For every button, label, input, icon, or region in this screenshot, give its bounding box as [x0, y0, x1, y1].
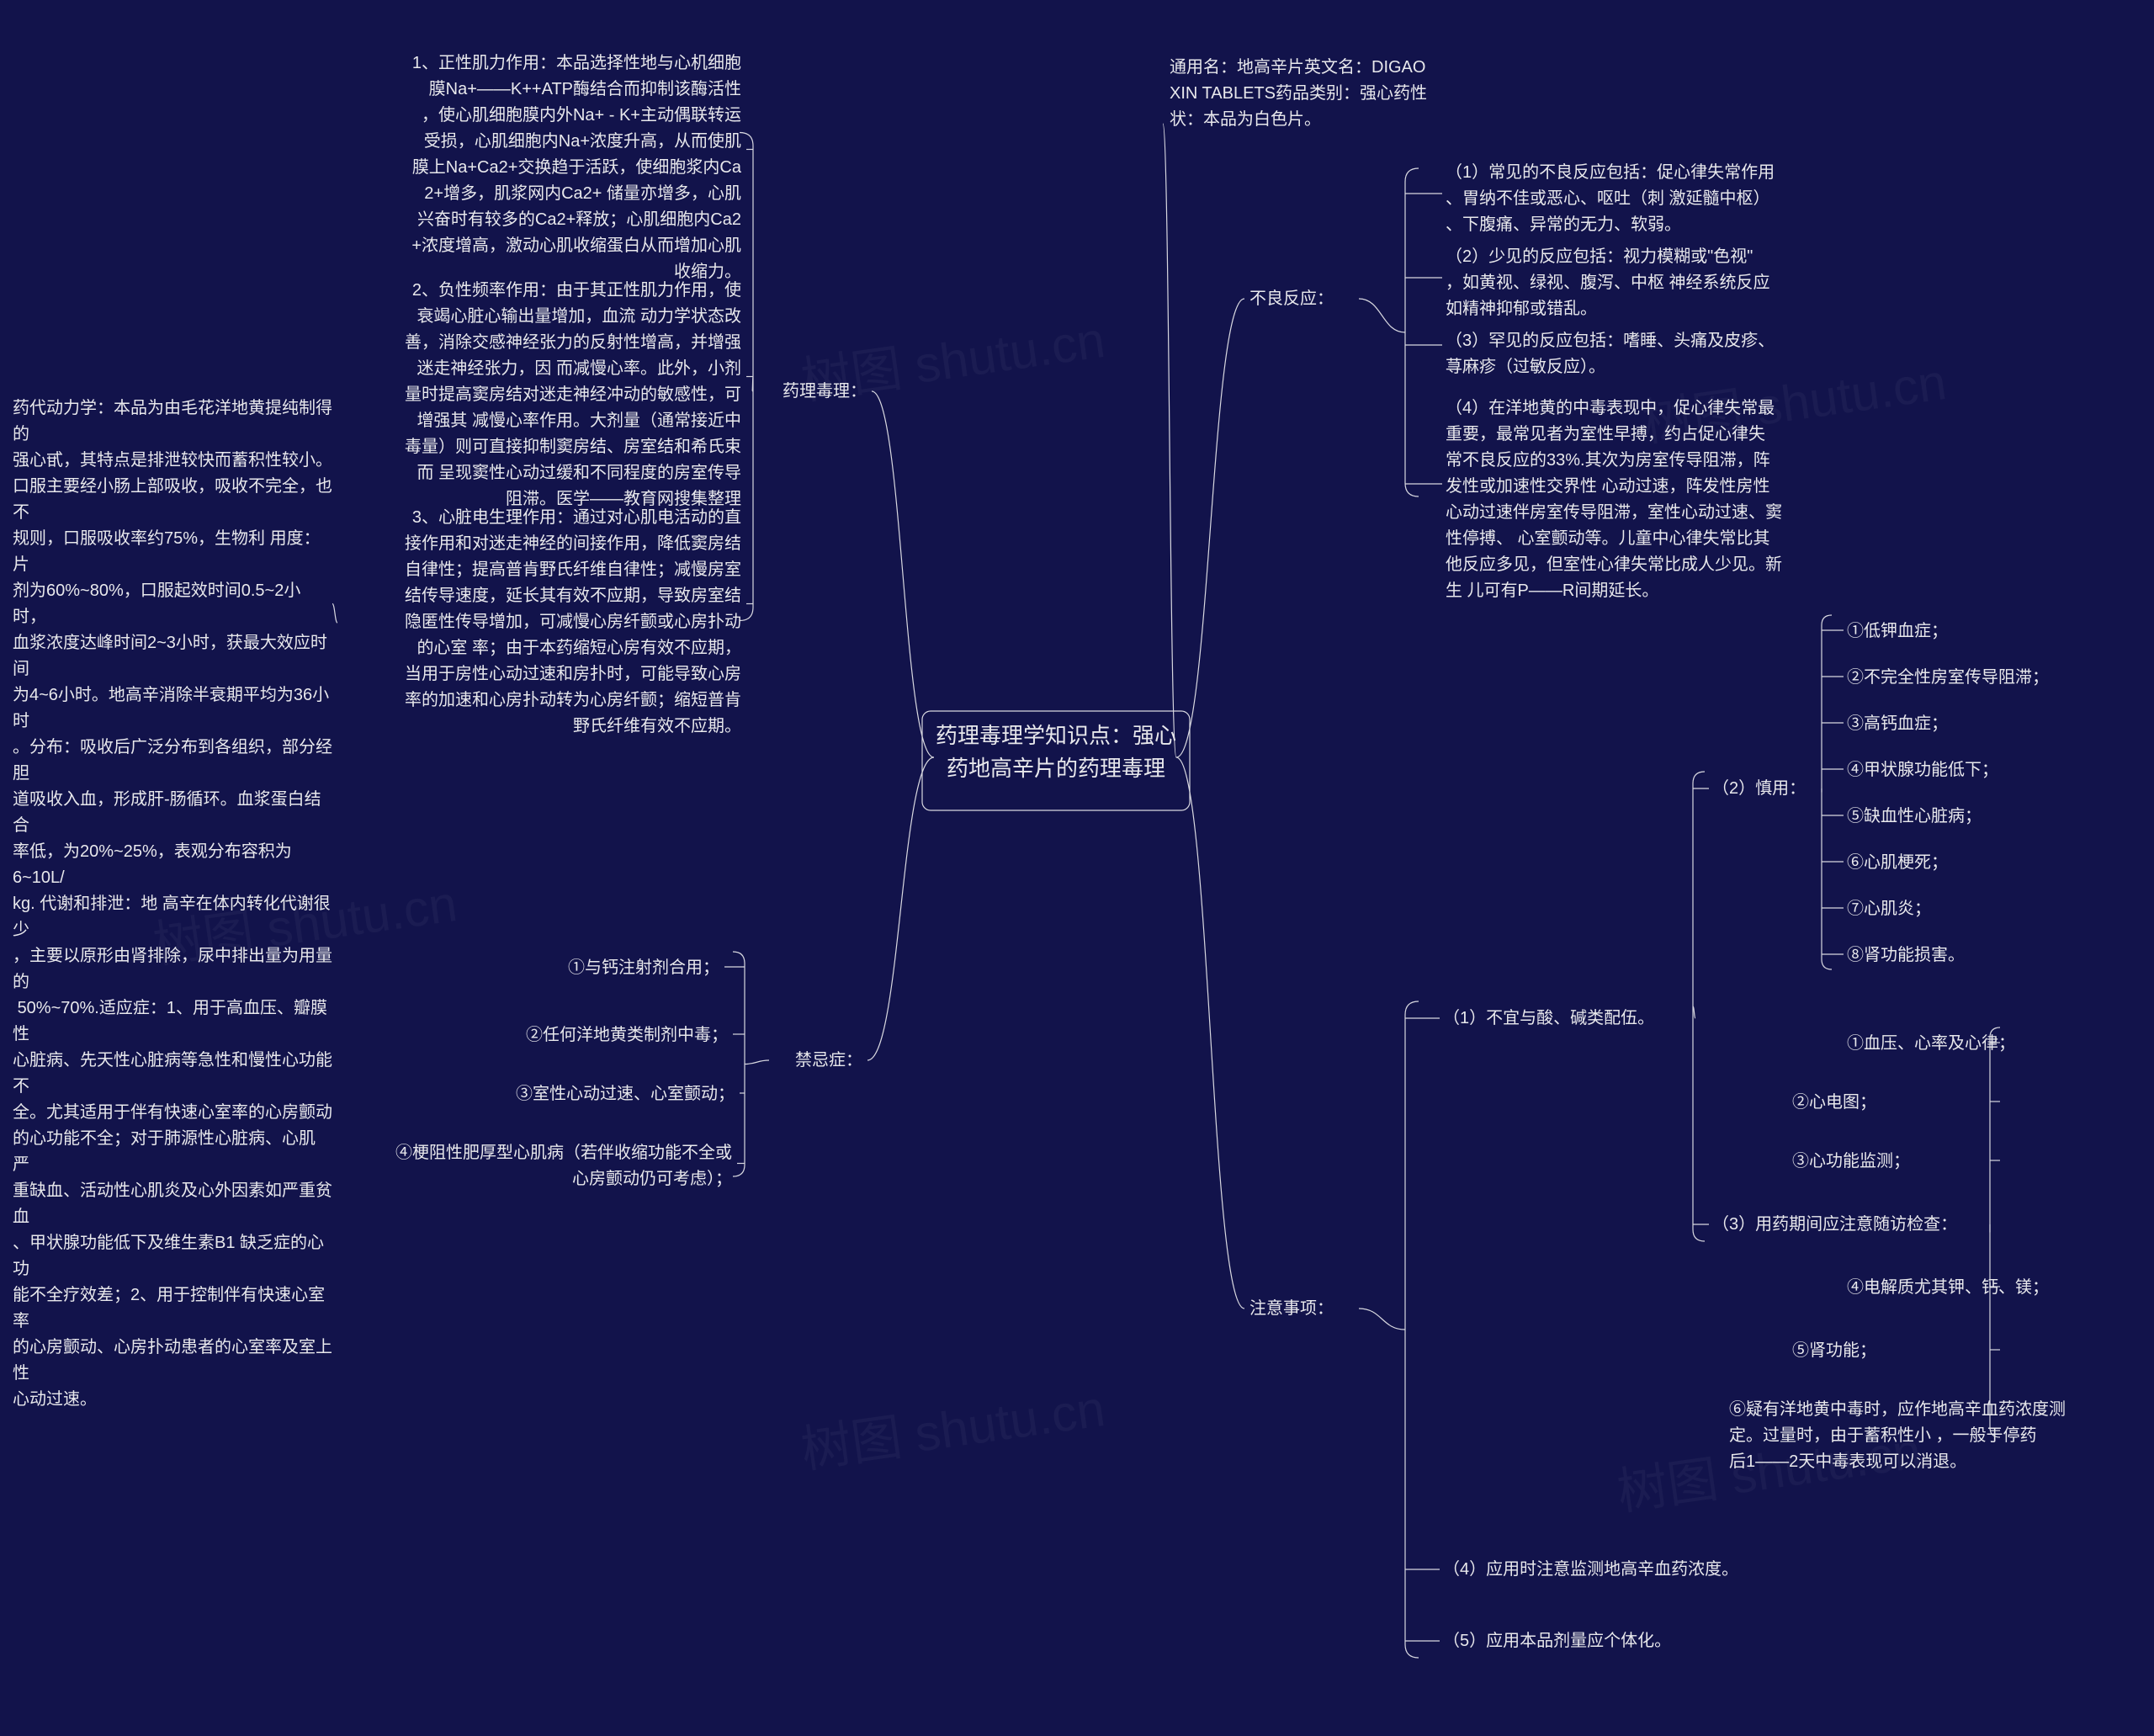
node-ct2: ②任何洋地黄类制剂中毒； [475, 1022, 728, 1049]
node-m5: ⑤肾功能； [1792, 1338, 1918, 1364]
node-root: 药理毒理学知识点：强心 药地高辛片的药理毒理 [934, 719, 1178, 785]
connector [1822, 959, 1832, 969]
node-pk: 药代动力学：本品为由毛花洋地黄提纯制得的 强心甙，其特点是排泄较快而蓄积性较小。… [13, 396, 332, 1413]
connector [1405, 483, 1419, 496]
connector [867, 757, 934, 1060]
node-p1: （1）不宜与酸、碱类配伍。 [1443, 1006, 1695, 1032]
node-ct4: ④梗阻性肥厚型心肌病（若伴收缩功能不全或 心房颤动仍可考虑）； [328, 1140, 732, 1192]
node-ph1: 1、正性肌力作用：本品选择性地与心机细胞 膜Na+——K++ATP酶结合而抑制该… [337, 50, 741, 285]
node-m1: ①血压、心率及心律； [1847, 1031, 2049, 1057]
node-c6: ⑥心肌梗死； [1847, 850, 1990, 876]
connector [1176, 757, 1244, 1309]
node-m2: ②心电图； [1792, 1090, 1918, 1116]
node-m6: ⑥疑有洋地黄中毒时，应作地高辛血药浓度测 定。过量时，由于蓄积性小 ，一般于停药… [1729, 1397, 2150, 1475]
connector [1822, 615, 1832, 625]
node-adverse: 不良反应： [1249, 286, 1359, 312]
node-c4: ④甲状腺功能低下； [1847, 757, 2032, 783]
connector [740, 608, 753, 621]
connector [733, 952, 745, 964]
node-m4: ④电解质尤其钾、钙、镁； [1847, 1275, 2099, 1301]
connector [1405, 168, 1419, 182]
node-ct3: ③室性心动过速、心室颤动； [457, 1081, 735, 1107]
node-c8: ⑧肾功能损害。 [1847, 942, 2007, 969]
connector [1693, 772, 1705, 783]
connector [1176, 299, 1244, 757]
node-c1: ①低钾血症； [1847, 618, 1990, 645]
node-adv4: （4）在洋地黄的中毒表现中，促心律失常最 重要，最常见者为室性早搏，约占促心律失… [1446, 396, 1875, 604]
node-c7: ⑦心肌炎； [1847, 896, 1973, 922]
node-ct1: ①与钙注射剂合用； [517, 955, 719, 981]
connector [745, 1060, 769, 1064]
node-c2: ②不完全性房室传导阻滞； [1847, 665, 2082, 691]
connector [733, 1165, 745, 1176]
connector [872, 391, 934, 757]
node-headnote: 通用名：地高辛片英文名：DIGAO XIN TABLETS药品类别：强心药性 状… [1170, 55, 1557, 133]
node-m3: ③心功能监测； [1792, 1149, 1944, 1175]
connector [1405, 1001, 1419, 1015]
node-p3: （3）用药期间应注意随访检查： [1712, 1212, 1990, 1238]
connector [1359, 299, 1405, 332]
node-p2: （2）慎用： [1712, 776, 1822, 802]
connector [1693, 1229, 1705, 1241]
connector [740, 133, 753, 146]
node-p4: （4）应用时注意监测地高辛血药浓度。 [1443, 1557, 1796, 1583]
node-contra: 禁忌症： [774, 1048, 862, 1074]
connector [1359, 1309, 1405, 1330]
node-prec: 注意事项： [1249, 1296, 1359, 1322]
node-adv3: （3）罕见的反应包括：嗜睡、头痛及皮疹、 荨麻疹（过敏反应）。 [1446, 328, 1866, 380]
node-c3: ③高钙血症； [1847, 711, 1990, 737]
node-ph2: 2、负性频率作用：由于其正性肌力作用，使 衰竭心脏心输出量增加，血流 动力学状态… [337, 278, 741, 512]
node-ph3: 3、心脏电生理作用：通过对心肌电活动的直 接作用和对迷走神经的间接作用，降低窦房… [337, 505, 741, 740]
node-adv2: （2）少见的反应包括：视力模糊或"色视" ，如黄视、绿视、腹泻、中枢 神经系统反… [1446, 244, 1875, 322]
connector [1163, 124, 1176, 757]
node-c5: ⑤缺血性心脏病； [1847, 804, 2015, 830]
node-p5: （5）应用本品剂量应个体化。 [1443, 1628, 1721, 1654]
connector [1405, 1644, 1419, 1658]
node-adv1: （1）常见的不良反应包括：促心律失常作用 、胃纳不佳或恶心、呕吐（刺 激延髓中枢… [1446, 160, 1866, 238]
node-pharm: 药理毒理： [757, 379, 867, 405]
